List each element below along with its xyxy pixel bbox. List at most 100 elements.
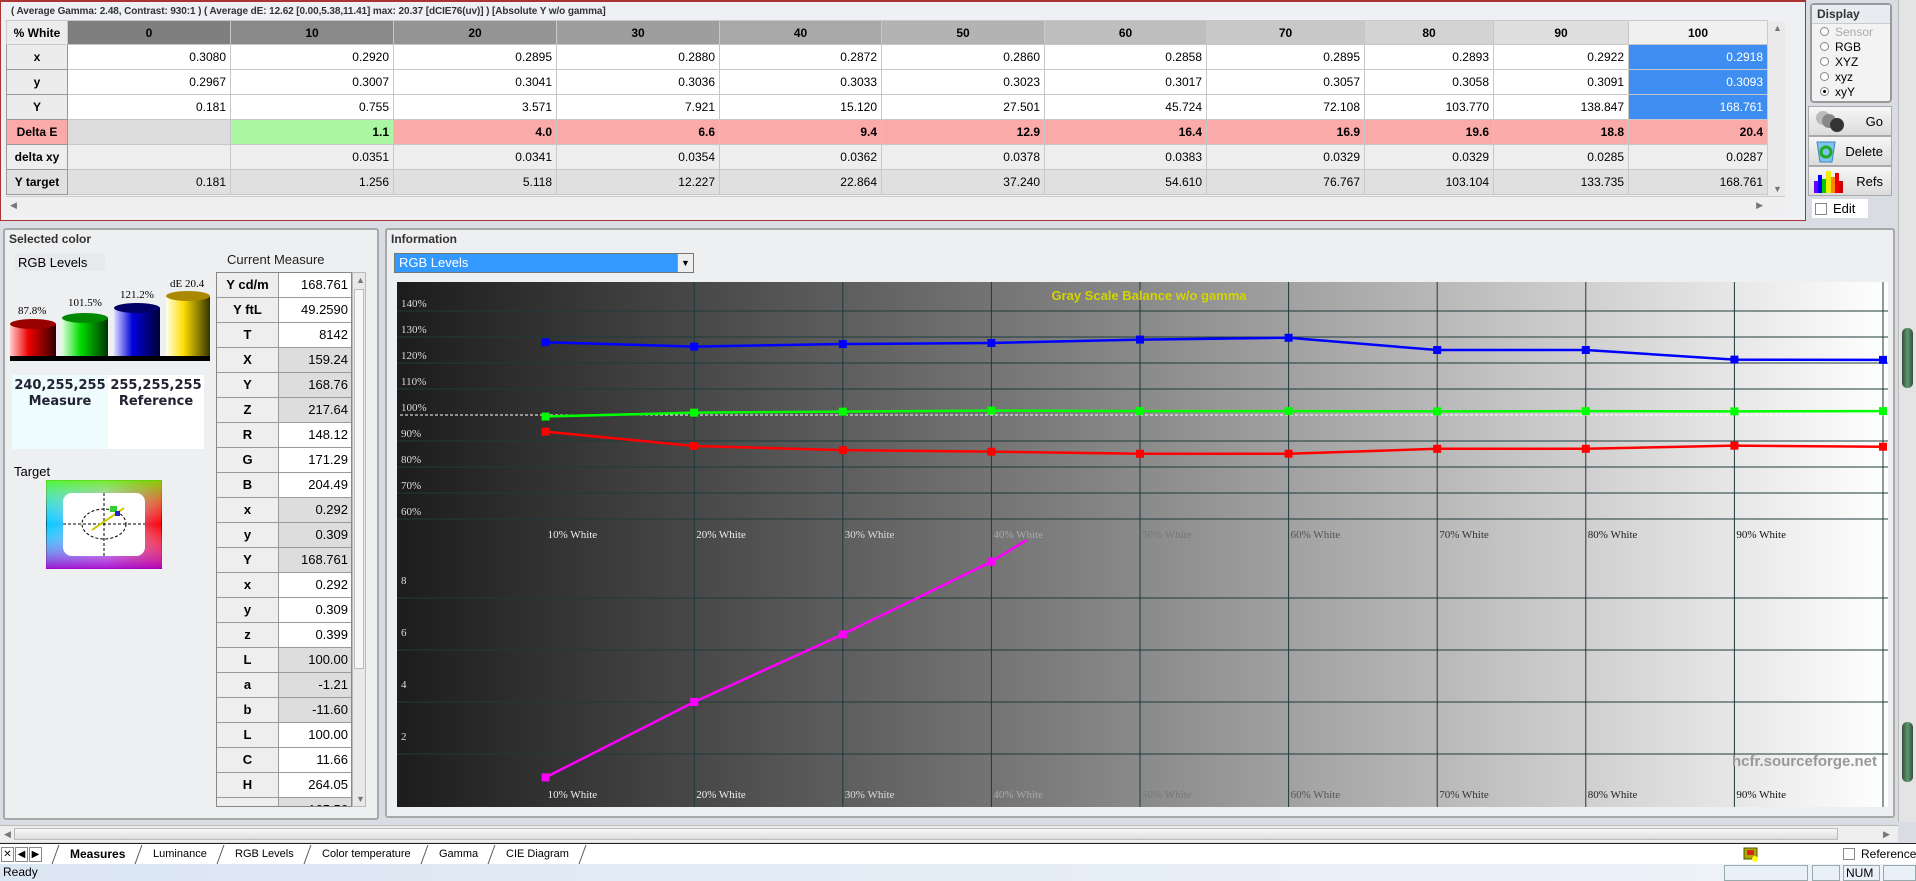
column-header-70[interactable]: 70 — [1206, 20, 1365, 45]
current-measure-scrollbar[interactable]: ▲ ▼ — [352, 272, 366, 807]
display-option-xyz[interactable]: xyz — [1812, 69, 1890, 84]
table-cell[interactable]: 0.3023 — [881, 69, 1045, 95]
table-cell[interactable]: 0.2918 — [1628, 44, 1768, 70]
table-cell[interactable]: 16.4 — [1044, 119, 1207, 145]
table-cell[interactable]: 0.0329 — [1364, 144, 1494, 170]
radio-icon[interactable] — [1820, 72, 1829, 81]
main-horizontal-scrollbar[interactable]: ◀ ▶ — [0, 825, 1898, 842]
table-cell[interactable]: 0.2895 — [1206, 44, 1365, 70]
scroll-left-icon[interactable]: ◀ — [10, 200, 17, 210]
row-header[interactable]: Y — [6, 94, 68, 120]
table-cell[interactable]: 0.0285 — [1493, 144, 1629, 170]
table-vertical-scrollbar[interactable]: ▲ ▼ — [1767, 21, 1785, 196]
tab-luminance[interactable]: Luminance — [134, 844, 225, 864]
table-cell[interactable]: 37.240 — [881, 169, 1045, 195]
radio-icon[interactable] — [1820, 87, 1829, 96]
table-cell[interactable]: 76.767 — [1206, 169, 1365, 195]
table-cell[interactable]: 12.9 — [881, 119, 1045, 145]
table-cell[interactable]: 3.571 — [393, 94, 557, 120]
display-option-sensor[interactable]: Sensor — [1812, 24, 1890, 39]
table-cell[interactable]: 133.735 — [1493, 169, 1629, 195]
radio-icon[interactable] — [1820, 57, 1829, 66]
table-cell[interactable]: 1.256 — [230, 169, 394, 195]
table-cell[interactable]: 0.3057 — [1206, 69, 1365, 95]
refs-button[interactable]: Refs — [1808, 166, 1892, 196]
table-cell[interactable]: 20.4 — [1628, 119, 1768, 145]
display-option-rgb[interactable]: RGB — [1812, 39, 1890, 54]
table-cell[interactable]: 0.3093 — [1628, 69, 1768, 95]
table-cell[interactable] — [67, 119, 231, 145]
radio-icon[interactable] — [1820, 27, 1829, 36]
table-cell[interactable]: 0.0383 — [1044, 144, 1207, 170]
tab-color-temperature[interactable]: Color temperature — [303, 844, 429, 864]
row-header[interactable]: Delta E — [6, 119, 68, 145]
table-cell[interactable]: 1.1 — [230, 119, 394, 145]
scroll-down-icon[interactable]: ▼ — [1773, 184, 1782, 194]
table-cell[interactable]: 138.847 — [1493, 94, 1629, 120]
scroll-thumb[interactable] — [14, 828, 1838, 840]
edit-checkbox-box[interactable] — [1815, 202, 1827, 215]
table-cell[interactable]: 0.0351 — [230, 144, 394, 170]
delete-button[interactable]: Delete — [1808, 136, 1892, 166]
column-header-0[interactable]: 0 — [67, 20, 231, 45]
table-cell[interactable]: 9.4 — [719, 119, 882, 145]
chart-type-dropdown[interactable]: RGB Levels ▼ — [394, 253, 694, 273]
tab-measures[interactable]: Measures — [51, 844, 143, 864]
scroll-right-icon[interactable]: ▶ — [1756, 200, 1763, 210]
table-cell[interactable]: 5.118 — [393, 169, 557, 195]
reference-checkbox[interactable] — [1843, 848, 1855, 860]
table-cell[interactable]: 0.3007 — [230, 69, 394, 95]
table-cell[interactable]: 0.2922 — [1493, 44, 1629, 70]
table-cell[interactable]: 0.0378 — [881, 144, 1045, 170]
table-cell[interactable]: 0.2860 — [881, 44, 1045, 70]
row-header[interactable]: delta xy — [6, 144, 68, 170]
column-header-100[interactable]: 100 — [1628, 20, 1768, 45]
radio-icon[interactable] — [1820, 42, 1829, 51]
table-cell[interactable]: 0.181 — [67, 169, 231, 195]
display-option-xyy[interactable]: xyY — [1812, 84, 1890, 99]
table-cell[interactable]: 16.9 — [1206, 119, 1365, 145]
table-cell[interactable]: 0.0354 — [556, 144, 720, 170]
close-icon[interactable]: ✕ — [1, 846, 14, 862]
table-cell[interactable]: 0.755 — [230, 94, 394, 120]
table-cell[interactable]: 0.0362 — [719, 144, 882, 170]
scroll-right-icon[interactable]: ▶ — [1883, 829, 1890, 839]
table-cell[interactable]: 72.108 — [1206, 94, 1365, 120]
table-cell[interactable]: 168.761 — [1628, 94, 1768, 120]
row-header[interactable]: Y target — [6, 169, 68, 195]
column-header-40[interactable]: 40 — [719, 20, 882, 45]
tab-cie-diagram[interactable]: CIE Diagram — [487, 844, 587, 864]
column-header-30[interactable]: 30 — [556, 20, 720, 45]
scroll-left-icon[interactable]: ◀ — [4, 829, 11, 839]
table-cell[interactable]: 0.0329 — [1206, 144, 1365, 170]
table-cell[interactable]: 0.2893 — [1364, 44, 1494, 70]
table-cell[interactable]: 45.724 — [1044, 94, 1207, 120]
table-cell[interactable]: 0.3036 — [556, 69, 720, 95]
table-cell[interactable] — [67, 144, 231, 170]
table-cell[interactable]: 0.2858 — [1044, 44, 1207, 70]
scroll-up-icon[interactable]: ▲ — [356, 275, 365, 285]
table-cell[interactable]: 0.2872 — [719, 44, 882, 70]
window-vertical-scrollbar[interactable] — [1898, 0, 1916, 822]
tab-gamma[interactable]: Gamma — [420, 844, 496, 864]
table-cell[interactable]: 54.610 — [1044, 169, 1207, 195]
table-cell[interactable]: 22.864 — [719, 169, 882, 195]
table-cell[interactable]: 12.227 — [556, 169, 720, 195]
table-cell[interactable]: 0.0341 — [393, 144, 557, 170]
scroll-up-icon[interactable]: ▲ — [1773, 23, 1782, 33]
table-cell[interactable]: 0.2880 — [556, 44, 720, 70]
scroll-down-icon[interactable]: ▼ — [356, 794, 365, 804]
table-cell[interactable]: 0.3080 — [67, 44, 231, 70]
table-cell[interactable]: 18.8 — [1493, 119, 1629, 145]
go-button[interactable]: Go — [1808, 106, 1892, 136]
column-header-80[interactable]: 80 — [1364, 20, 1494, 45]
table-cell[interactable]: 0.0287 — [1628, 144, 1768, 170]
tab-prev-icon[interactable]: ◀ — [15, 846, 28, 862]
table-cell[interactable]: 6.6 — [556, 119, 720, 145]
tab-rgb-levels[interactable]: RGB Levels — [216, 844, 312, 864]
table-cell[interactable]: 168.761 — [1628, 169, 1768, 195]
display-option-xyz[interactable]: XYZ — [1812, 54, 1890, 69]
table-cell[interactable]: 103.770 — [1364, 94, 1494, 120]
table-cell[interactable]: 0.2920 — [230, 44, 394, 70]
column-header-90[interactable]: 90 — [1493, 20, 1629, 45]
